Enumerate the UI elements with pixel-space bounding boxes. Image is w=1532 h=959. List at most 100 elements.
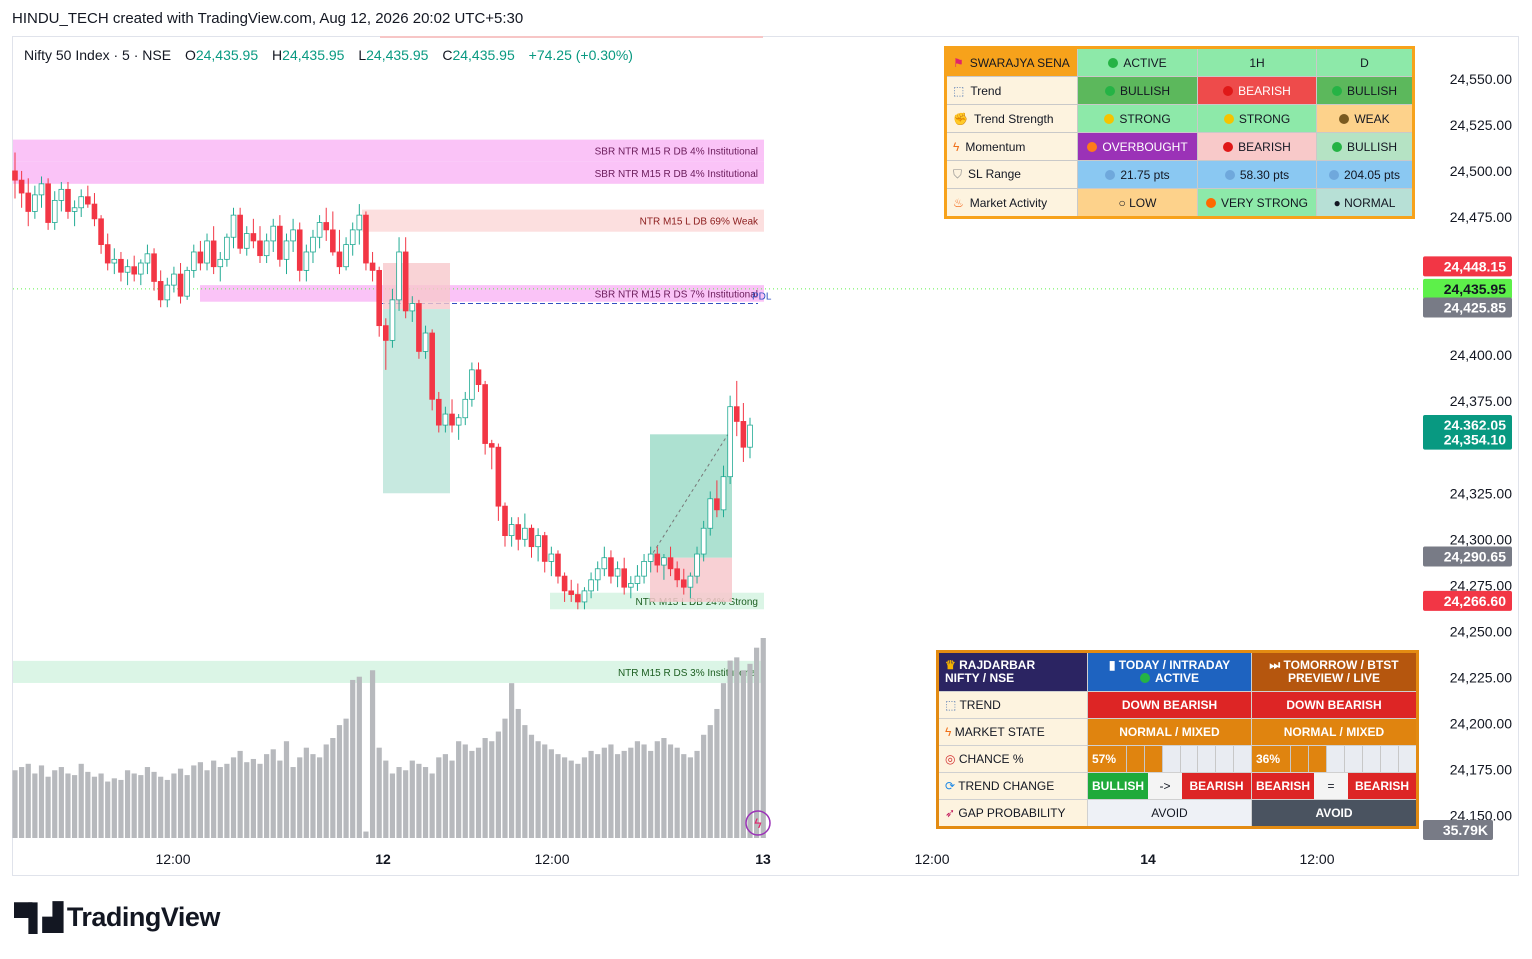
volume-bar — [230, 757, 237, 838]
candle-body — [614, 568, 621, 577]
panel1-cell-text: BEARISH — [1238, 139, 1291, 154]
y-tick-label: 24,325.00 — [1450, 485, 1512, 501]
candle-body — [310, 236, 316, 253]
volume-bar — [111, 778, 117, 838]
volume-label-box — [1423, 820, 1493, 840]
today-title: TODAY / INTRADAY — [1118, 658, 1231, 672]
y-tick-label: 24,525.00 — [1450, 117, 1512, 133]
tradingview-logo[interactable]: ▀▌▟ TradingView — [14, 902, 220, 933]
volume-bar — [509, 683, 515, 838]
volume-bar — [32, 773, 38, 838]
volume-bar — [429, 773, 435, 838]
volume-bar — [19, 767, 25, 838]
candle-body — [283, 240, 290, 260]
volume-bar — [581, 757, 588, 838]
volume-bar — [495, 731, 501, 838]
candle-body — [396, 251, 402, 301]
volume-bar — [270, 749, 276, 838]
price-label-text: 24,448.15 — [1444, 258, 1506, 274]
chance-label: CHANCE % — [958, 752, 1024, 766]
trend-label-cell: ⬚ TREND — [937, 691, 1088, 719]
volume-bar — [542, 744, 548, 838]
x-tick-label: 13 — [755, 851, 771, 867]
zone-label: NTR M15 R DS 3% Institutional — [618, 668, 758, 679]
open-value: 24,435.95 — [195, 47, 259, 63]
y-tick-label: 24,175.00 — [1450, 762, 1512, 778]
volume-bar — [409, 760, 415, 838]
panel1-cell-text: ● NORMAL — [1333, 195, 1396, 210]
volume-bar — [641, 744, 647, 838]
candle-body — [449, 413, 455, 426]
price-label-text: 24,354.10 — [1444, 432, 1506, 448]
panel1-cell-text: BULLISH — [1119, 83, 1171, 98]
panel1-row-label: ♨ Market Activity — [945, 188, 1078, 218]
symbol-title[interactable]: Nifty 50 Index · 5 · NSE — [24, 47, 172, 63]
chance-segment — [1127, 746, 1145, 772]
status-dot-icon — [1087, 141, 1098, 152]
volume-bar — [91, 776, 98, 838]
y-tick-label: 24,200.00 — [1450, 715, 1512, 731]
candle-body — [224, 236, 230, 260]
gap-tomorrow: AVOID — [1251, 799, 1418, 828]
volume-bar — [403, 770, 409, 838]
panel1-cell: STRONG — [1077, 104, 1198, 133]
chance-segment — [1345, 746, 1363, 772]
candle-body — [488, 443, 495, 448]
panel1-row-label: ϟ Momentum — [945, 132, 1078, 161]
volume-bar — [323, 744, 329, 838]
volume-bar — [654, 741, 660, 838]
panel1-cell-text: VERY STRONG — [1221, 195, 1308, 210]
trend-tomorrow: DOWN BEARISH — [1251, 691, 1418, 719]
volume-bar — [442, 754, 449, 838]
panel1-row: ⬚ Trend BULLISH BEARISH BULLISH — [945, 76, 1414, 105]
today-sub: ACTIVE — [1154, 671, 1199, 685]
chance-segment — [1399, 746, 1416, 772]
volume-bar — [98, 773, 104, 838]
candle-body — [628, 583, 634, 588]
price-label-text: 24,290.65 — [1444, 549, 1506, 565]
candle-body — [522, 527, 528, 540]
candle-body — [230, 214, 237, 238]
volume-bar — [747, 663, 753, 838]
candle-body — [330, 229, 336, 253]
candle-body — [740, 421, 747, 448]
status-dot-icon — [1223, 85, 1234, 96]
volume-bar — [714, 708, 720, 838]
volume-bar — [105, 781, 111, 838]
volume-bar — [297, 757, 303, 838]
chance-segment — [1363, 746, 1381, 772]
long-target-box — [650, 434, 732, 558]
price-label-text: 24,266.60 — [1444, 593, 1506, 609]
muscle-icon: ✊ — [953, 111, 968, 126]
candle-body — [528, 527, 535, 548]
panel1-label-text: Momentum — [965, 139, 1026, 154]
candle-body — [661, 557, 667, 566]
volume-bar — [151, 771, 157, 838]
trend-change-tomorrow-from: BEARISH — [1252, 773, 1314, 799]
lightning-glyph: ϟ — [754, 815, 762, 831]
trend-change-tomorrow-to: BEARISH — [1348, 773, 1416, 799]
panel1-row: ⛉ SL Range 21.75 pts 58.30 pts 204.05 pts — [945, 160, 1414, 189]
price-chart[interactable]: SBR NTR M15 R DB 4% Institutional SBR NTR… — [0, 0, 1532, 880]
panel1-cell: 58.30 pts — [1197, 160, 1317, 189]
chance-segment — [1144, 746, 1163, 772]
candle-body — [32, 194, 38, 212]
candle-body — [634, 575, 641, 584]
candle-body — [700, 527, 707, 555]
candle-body — [91, 203, 98, 220]
gap-today: AVOID — [1087, 799, 1252, 828]
price-label-text: 24,435.95 — [1444, 281, 1506, 297]
volume-bar — [250, 758, 256, 838]
candle-body — [151, 253, 157, 282]
candle-body — [442, 413, 449, 426]
panel1-row-label: ⛉ SL Range — [945, 160, 1078, 189]
price-label-box — [1423, 278, 1512, 299]
volume-bar — [681, 754, 687, 838]
trend-today: DOWN BEARISH — [1087, 691, 1252, 719]
volume-bar — [350, 679, 356, 838]
candle-body — [118, 258, 124, 273]
candle-body — [654, 553, 661, 566]
volume-bar — [727, 660, 733, 838]
candle-body — [435, 398, 442, 426]
candle-body — [138, 262, 144, 275]
